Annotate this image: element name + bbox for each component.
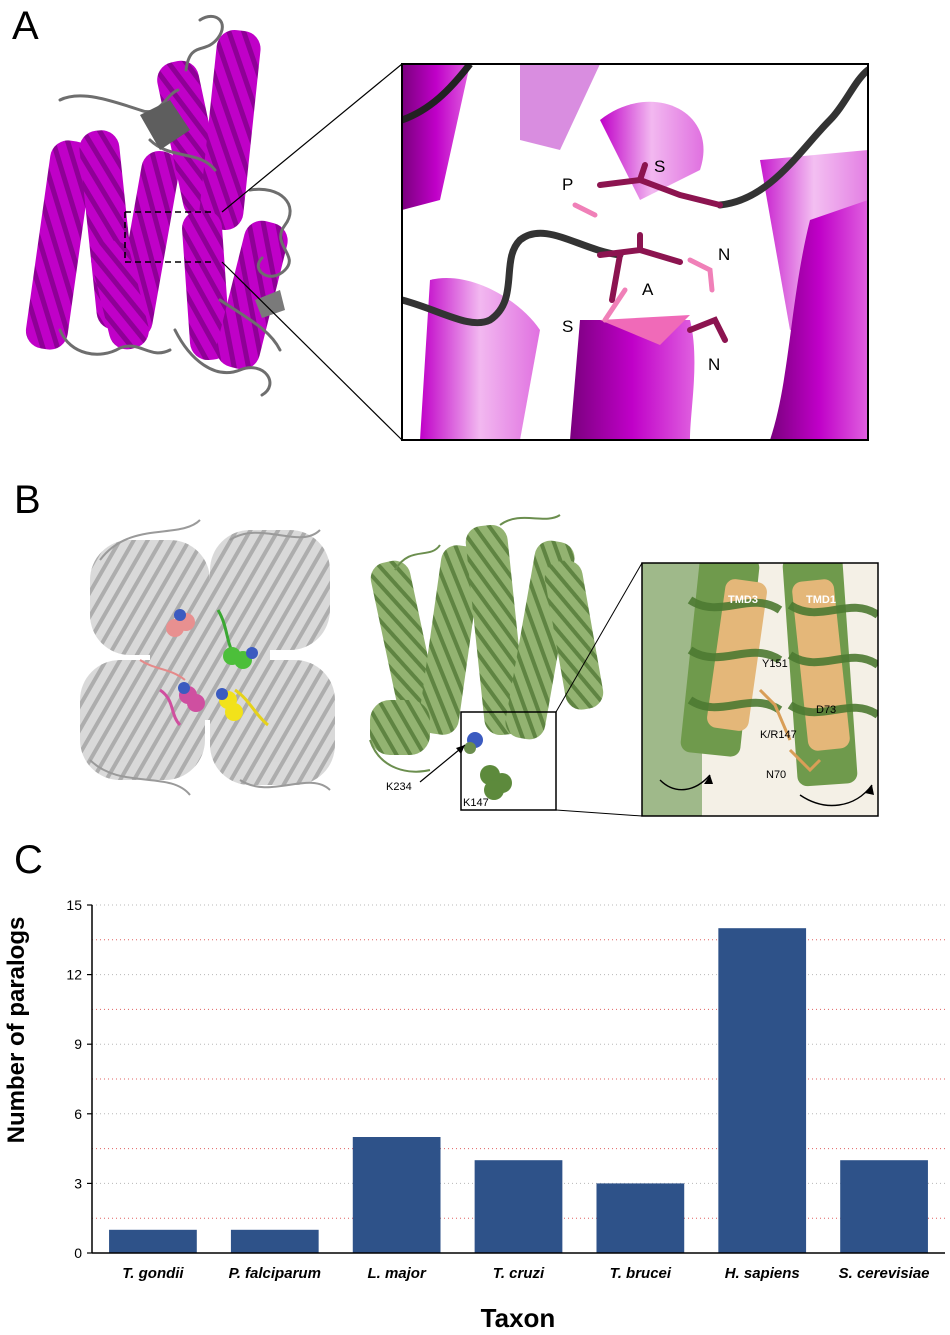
inset-b-label-tmd3: TMD3 bbox=[728, 594, 758, 606]
y-tick-label: 9 bbox=[74, 1036, 82, 1052]
y-tick-label: 15 bbox=[66, 897, 82, 913]
site-label-k147: K147 bbox=[463, 797, 489, 809]
inset-a-label-s-top: S bbox=[654, 157, 665, 176]
panel-a-inset: P S N A S N bbox=[401, 63, 869, 441]
panel-a-figure: P S N A S N bbox=[25, 14, 869, 441]
bar-s-cerevisiae bbox=[840, 1160, 928, 1253]
inset-a-label-s-bottom: S bbox=[562, 317, 573, 336]
inset-b-label-y151: Y151 bbox=[762, 658, 788, 670]
inset-b-label-d73: D73 bbox=[816, 704, 836, 716]
x-tick-label: P. falciparum bbox=[229, 1265, 321, 1282]
panel-letter-c: C bbox=[14, 838, 43, 882]
inset-b-label-kr147: K/R147 bbox=[760, 729, 797, 741]
chart-axes bbox=[91, 905, 945, 1254]
x-tick-label: T. cruzi bbox=[493, 1265, 545, 1282]
x-tick-label: T. brucei bbox=[610, 1265, 672, 1282]
panel-b-inset: TMD3 TMD1 Y151 D73 K/R147 N70 bbox=[641, 562, 879, 817]
panel-letter-a: A bbox=[12, 4, 39, 48]
protein-structure-a bbox=[25, 14, 292, 397]
x-tick-label: H. sapiens bbox=[725, 1265, 800, 1282]
x-axis-label: Taxon bbox=[481, 1303, 556, 1333]
y-tick-label: 12 bbox=[66, 967, 82, 983]
bar-l-major bbox=[352, 1137, 441, 1253]
chart-y-ticks: 0 3 6 9 12 15 bbox=[66, 897, 92, 1261]
chart-x-ticks: T. gondii P. falciparum L. major T. cruzi T.… bbox=[122, 1265, 929, 1282]
site-label-k234: K234 bbox=[386, 781, 412, 793]
bar-p-falciparum bbox=[230, 1229, 319, 1253]
x-tick-label: S. cerevisiae bbox=[839, 1265, 930, 1282]
inset-a-label-a: A bbox=[642, 280, 654, 299]
x-tick-label: T. gondii bbox=[122, 1265, 184, 1282]
panel-letter-b: B bbox=[14, 478, 41, 522]
x-tick-label: L. major bbox=[367, 1265, 427, 1282]
inset-a-label-p: P bbox=[562, 175, 573, 194]
y-tick-label: 6 bbox=[74, 1106, 82, 1122]
inset-b-label-n70: N70 bbox=[766, 769, 786, 781]
bar-t-gondii bbox=[109, 1229, 197, 1253]
y-tick-label: 0 bbox=[74, 1245, 82, 1261]
chart-bars bbox=[109, 928, 928, 1253]
y-axis-label: Number of paralogs bbox=[3, 917, 30, 1144]
panel-b-figure: K234 K147 bbox=[80, 514, 879, 817]
bar-h-sapiens bbox=[718, 928, 807, 1253]
y-tick-label: 3 bbox=[74, 1175, 82, 1191]
bar-t-brucei bbox=[596, 1183, 685, 1253]
green-monomer-structure bbox=[369, 514, 604, 811]
inset-a-label-n-top: N bbox=[718, 245, 730, 264]
bar-t-cruzi bbox=[474, 1160, 563, 1253]
inset-a-label-n-bottom: N bbox=[708, 355, 720, 374]
tetramer-structure bbox=[80, 519, 335, 796]
inset-b-label-tmd1: TMD1 bbox=[806, 594, 836, 606]
